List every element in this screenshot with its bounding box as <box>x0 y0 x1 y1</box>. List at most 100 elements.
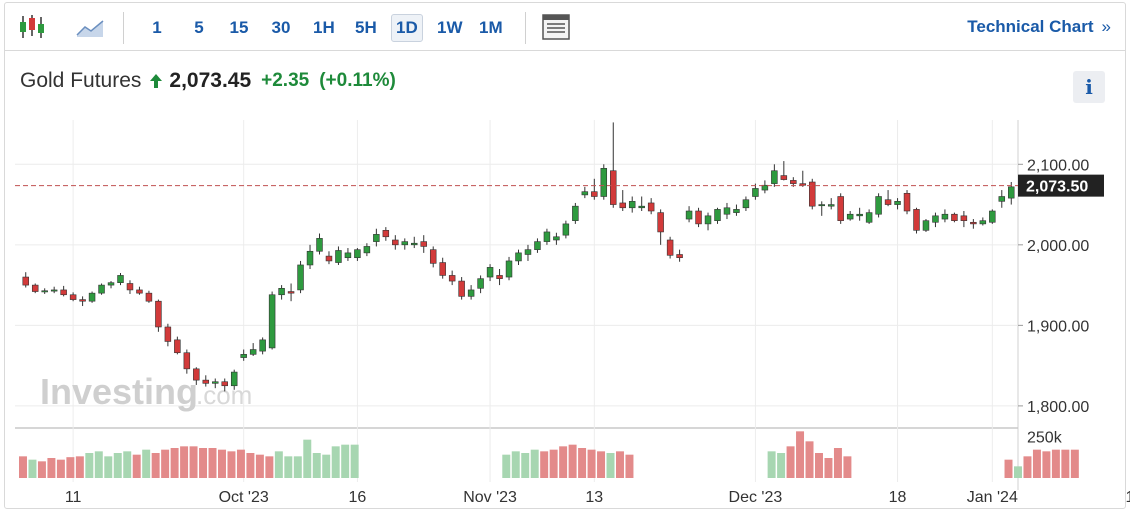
interval-1d-button[interactable]: 1D <box>391 14 423 42</box>
interval-1-button[interactable]: 1 <box>152 18 162 37</box>
volume-bar <box>265 456 274 478</box>
candle-body <box>230 371 238 387</box>
x-tick-label: Dec '23 <box>729 489 783 506</box>
candlestick-series <box>22 122 1015 392</box>
candle-body <box>761 184 769 191</box>
volume-bar <box>521 453 530 478</box>
candle-body <box>467 289 475 297</box>
candle-body <box>164 326 172 342</box>
volume-bar <box>341 444 350 478</box>
candle-body <box>202 379 210 384</box>
volume-bar <box>625 454 634 478</box>
interval-1m-button[interactable]: 1M <box>479 18 503 37</box>
candle-body <box>657 212 664 233</box>
candle-body <box>183 352 191 370</box>
candle-body <box>714 209 721 221</box>
candle-body <box>932 215 939 223</box>
price-axis: 1,800.00 1,900.00 2,000.00 2,100.00 250k <box>1018 157 1089 446</box>
candle-body <box>363 246 371 254</box>
interval-5h-button[interactable]: 5H <box>355 18 377 37</box>
candle-body <box>354 249 361 259</box>
candle-body <box>145 292 153 302</box>
volume-bar <box>274 451 283 478</box>
technical-chart-link[interactable]: Technical Chart » <box>967 17 1111 37</box>
arrow-up-icon <box>149 73 163 89</box>
candle-body <box>922 220 930 231</box>
volume-bar <box>151 453 160 478</box>
volume-bar <box>312 453 321 478</box>
candle-body <box>477 278 484 289</box>
candle-body <box>543 231 551 242</box>
candle-body <box>325 255 333 262</box>
x-tick-label: 16 <box>349 489 367 506</box>
volume-bar <box>189 446 198 478</box>
volume-bar <box>597 451 606 478</box>
volume-bar <box>805 441 814 478</box>
candle-body <box>572 205 579 221</box>
volume-bar <box>170 448 179 478</box>
volume-bar <box>1004 459 1013 478</box>
candle-body <box>344 252 352 259</box>
volume-bar <box>19 456 27 478</box>
volume-bar <box>85 453 94 478</box>
toolbar-divider <box>123 12 124 44</box>
candle-body <box>638 205 645 209</box>
candle-body <box>515 252 522 262</box>
volume-bar <box>540 451 549 478</box>
candle-body <box>259 339 266 352</box>
volume-bar <box>511 451 520 478</box>
chart-toolbar: 1 5 15 30 1H 5H 1D 1W 1M Technical Chart » <box>5 3 1125 51</box>
candle-body <box>647 202 655 212</box>
candle-body <box>335 250 342 263</box>
volume-bar <box>284 456 293 478</box>
volume-bar <box>1070 449 1079 478</box>
last-price-tag-label: 2,073.50 <box>1026 179 1088 196</box>
volume-bar <box>104 456 113 478</box>
candle-body <box>562 223 570 236</box>
volume-bar <box>1032 449 1041 478</box>
x-tick-label: 13 <box>585 489 603 506</box>
interval-1h-button[interactable]: 1H <box>313 18 335 37</box>
candle-body <box>752 188 759 197</box>
volume-bar <box>843 456 852 478</box>
candle-body <box>790 180 797 184</box>
interval-1w-button[interactable]: 1W <box>437 18 463 37</box>
volume-bar <box>1061 449 1070 478</box>
indicators-icon[interactable] <box>541 12 571 42</box>
last-price-tag <box>1018 174 1104 197</box>
volume-bar <box>255 454 264 478</box>
y-tick-label: 2,000.00 <box>1027 238 1089 255</box>
volume-bar <box>161 449 170 478</box>
candle-body <box>742 199 750 209</box>
candle-body <box>240 354 247 358</box>
volume-bar <box>208 448 217 478</box>
volume-bar <box>75 456 84 478</box>
candle-body <box>278 288 285 296</box>
candle-body <box>780 175 788 180</box>
candlestick-icon[interactable] <box>17 12 47 42</box>
volume-bar <box>199 448 208 478</box>
volume-bar <box>616 451 624 478</box>
interval-15-button[interactable]: 15 <box>229 18 249 37</box>
info-button[interactable]: i <box>1073 71 1105 103</box>
volume-bar <box>94 451 103 478</box>
y-tick-label: 1,900.00 <box>1027 318 1089 335</box>
volume-bar <box>796 431 805 478</box>
candle-body <box>392 239 399 246</box>
candle-body <box>155 300 162 328</box>
candle-body <box>107 282 115 286</box>
volume-bar <box>587 449 596 478</box>
candle-body <box>126 283 134 291</box>
chevron-right-icon: » <box>1101 17 1111 36</box>
interval-30-button[interactable]: 30 <box>271 18 291 37</box>
interval-5-button[interactable]: 5 <box>194 18 204 37</box>
area-chart-icon[interactable] <box>75 12 105 42</box>
candle-body <box>60 289 67 296</box>
candle-body <box>875 196 882 215</box>
volume-bar <box>833 448 842 478</box>
volume-bar <box>236 449 245 478</box>
candle-body <box>174 339 181 354</box>
candle-body <box>249 349 257 355</box>
volume-bars <box>19 431 1079 478</box>
